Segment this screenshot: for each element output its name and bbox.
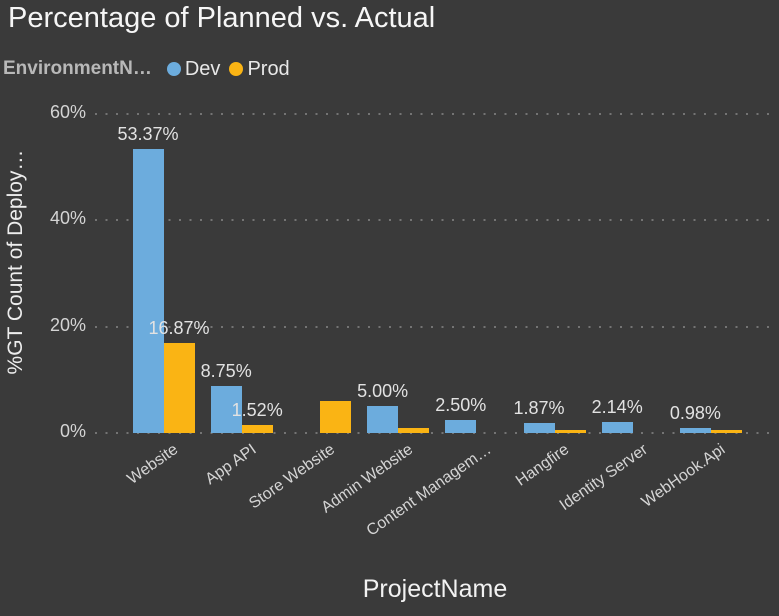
y-tick-label-40pct: 40% [49,208,86,229]
legend-label-prod: Prod [247,57,290,80]
x-label-hangfire: Hangfire [512,441,573,490]
bar-prod-store-website[interactable] [319,400,351,433]
gridline-0pct [95,432,772,434]
bar-dev-app-api[interactable] [210,386,242,433]
gridline-40pct [95,219,772,222]
bar-dev-identity-server[interactable] [601,421,633,433]
data-label-dev-admin-website: 5.00% [357,381,409,402]
bar-prod-website[interactable] [163,343,195,433]
legend-color-dot-dev [166,62,181,76]
y-tick-label-0pct: 0% [59,421,86,441]
x-label-website: Website [124,441,182,488]
bar-dev-content-managem[interactable] [445,419,477,433]
legend-label-dev: Dev [184,57,221,80]
bar-prod-webhook-api[interactable] [710,430,742,433]
data-label-prod-app-api: 1.52% [231,399,283,420]
data-label-dev-app-api: 8.75% [200,361,252,382]
bar-prod-hangfire[interactable] [554,430,586,433]
data-label-dev-hangfire: 1.87% [513,398,565,419]
data-label-dev-content-managem: 2.50% [435,394,487,415]
bar-dev-hangfire[interactable] [523,423,555,433]
bar-prod-admin-website[interactable] [398,427,430,433]
chart-title: Percentage of Planned vs. Actual [8,2,436,34]
legend-color-dot-prod [229,62,244,76]
data-label-prod-website: 16.87% [148,318,210,339]
gridline-20pct [95,325,772,328]
bar-dev-website[interactable] [132,149,164,433]
data-label-dev-identity-server: 2.14% [591,396,643,417]
x-axis-title: ProjectName [362,575,508,603]
x-label-app-api: App API [202,441,260,489]
legend: EnvironmentN… Dev Prod [3,57,299,81]
y-tick-label-20pct: 20% [49,314,86,335]
legend-item-dev[interactable]: Dev [166,57,221,81]
x-label-webhook-api: WebHook.Api [639,441,729,511]
bar-prod-app-api[interactable] [241,424,273,433]
y-tick-label-60pct: 60% [49,102,86,122]
gridline-60pct [95,113,772,115]
data-label-dev-webhook-api: 0.98% [669,402,721,423]
bar-dev-admin-website[interactable] [367,406,399,433]
legend-item-prod[interactable]: Prod [229,57,290,81]
bar-dev-webhook-api[interactable] [679,427,711,433]
legend-title: EnvironmentN… [3,58,152,79]
data-label-dev-website: 53.37% [117,124,179,145]
y-axis-title: %GT Count of Deploy… [4,149,27,375]
